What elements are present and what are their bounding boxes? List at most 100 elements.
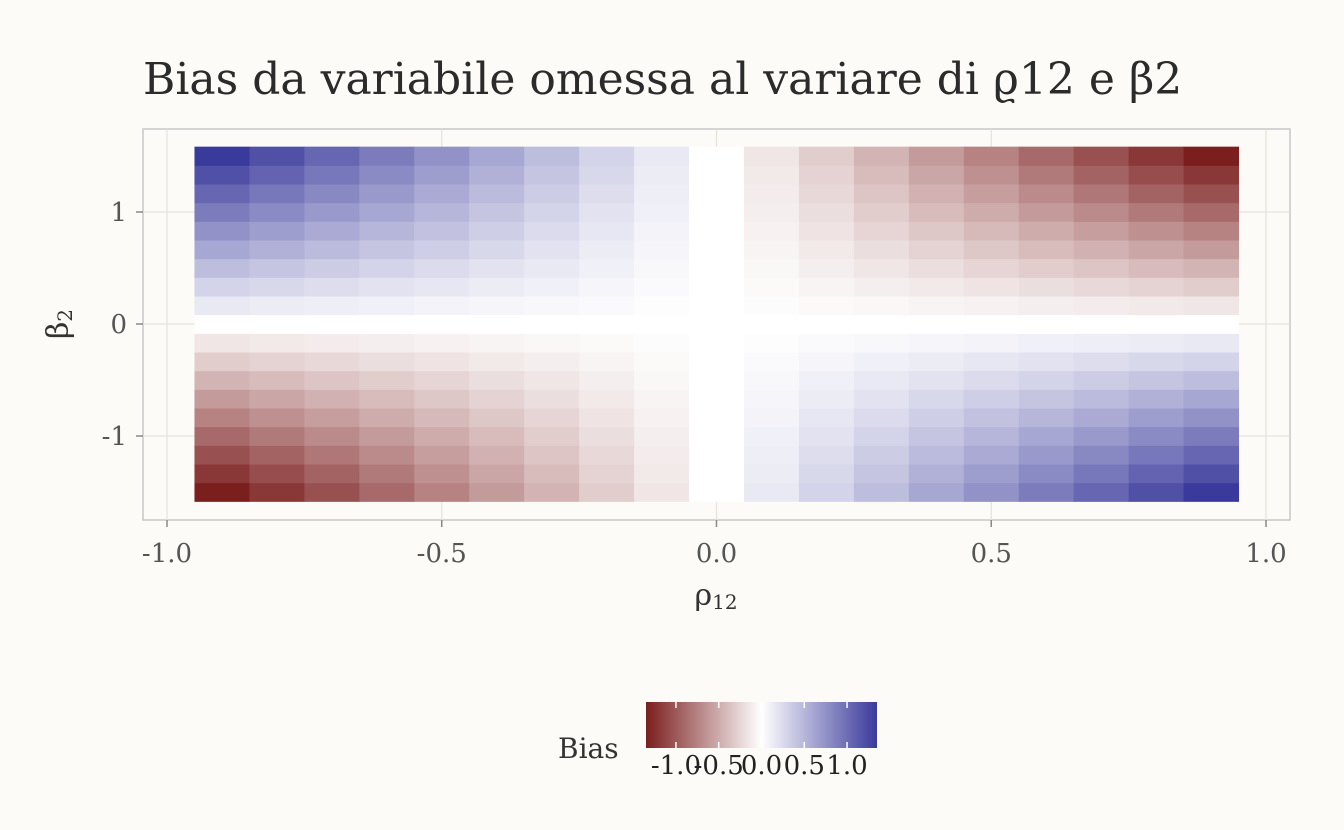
heatmap-cell — [1183, 445, 1240, 465]
heatmap-cell — [194, 333, 250, 353]
heatmap-cell — [1183, 165, 1240, 185]
heatmap-cell — [414, 240, 470, 260]
heatmap-cell — [579, 277, 635, 297]
heatmap-cell — [1128, 146, 1185, 166]
heatmap-cell — [249, 165, 305, 185]
heatmap-cell — [963, 165, 1020, 185]
heatmap-cell — [853, 408, 910, 428]
heatmap-cell — [194, 258, 250, 278]
heatmap-cell — [1128, 258, 1185, 278]
y-axis-label-main: β — [41, 322, 76, 339]
heatmap-cell — [359, 426, 415, 446]
heatmap-cell — [469, 296, 525, 316]
heatmap-cell — [194, 277, 250, 297]
heatmap-cell — [524, 240, 580, 260]
x-tick-label: 0.5 — [971, 539, 1012, 569]
heatmap-cell — [963, 408, 1020, 428]
heatmap-cell — [1018, 202, 1075, 222]
heatmap-cell — [524, 389, 580, 409]
heatmap-cell — [963, 240, 1020, 260]
heatmap-cell — [1128, 184, 1185, 204]
heatmap-cell — [249, 296, 305, 316]
heatmap-cell — [1018, 277, 1075, 297]
heatmap-cell — [1073, 165, 1130, 185]
heatmap-cell — [634, 333, 690, 353]
heatmap-cell — [194, 370, 250, 390]
heatmap-cell — [469, 426, 525, 446]
heatmap-cell — [798, 426, 855, 446]
heatmap-cell — [853, 389, 910, 409]
heatmap-cell — [853, 482, 910, 502]
x-tick-label: -1.0 — [142, 539, 192, 569]
heatmap-cell — [414, 352, 470, 372]
heatmap-cell — [634, 352, 690, 372]
heatmap-cell — [963, 146, 1020, 166]
heatmap-cell — [579, 333, 635, 353]
heatmap-cell — [743, 221, 800, 241]
heatmap-cell — [1183, 408, 1240, 428]
heatmap-cell — [249, 445, 305, 465]
heatmap-cell — [1183, 352, 1240, 372]
heatmap-cell — [194, 352, 250, 372]
heatmap-cell — [743, 333, 800, 353]
heatmap-cell — [304, 408, 360, 428]
heatmap-cell — [469, 333, 525, 353]
heatmap-cell — [1183, 426, 1240, 446]
heatmap-cell — [743, 165, 800, 185]
heatmap-cell — [359, 408, 415, 428]
heatmap-cell — [743, 352, 800, 372]
heatmap-cell — [798, 146, 855, 166]
heatmap-cell — [469, 464, 525, 484]
heatmap-cell — [304, 165, 360, 185]
heatmap-cell — [194, 184, 250, 204]
heatmap-cell — [743, 389, 800, 409]
heatmap-cell — [194, 389, 250, 409]
heatmap-cell — [524, 184, 580, 204]
heatmap-cell — [963, 482, 1020, 502]
heatmap-cell — [304, 426, 360, 446]
heatmap-cell — [689, 333, 745, 353]
heatmap-cell — [1018, 370, 1075, 390]
heatmap-cell — [1018, 314, 1075, 334]
heatmap-cell — [798, 464, 855, 484]
heatmap-cell — [689, 464, 745, 484]
heatmap-cell — [743, 370, 800, 390]
heatmap-cell — [853, 277, 910, 297]
heatmap-cell — [743, 296, 800, 316]
heatmap-cell — [414, 389, 470, 409]
heatmap-cell — [469, 370, 525, 390]
heatmap-cell — [1183, 333, 1240, 353]
heatmap-cell — [963, 370, 1020, 390]
heatmap-cell — [1018, 389, 1075, 409]
heatmap-cell — [414, 314, 470, 334]
heatmap-cell — [579, 221, 635, 241]
heatmap-cell — [524, 258, 580, 278]
heatmap-cell — [524, 296, 580, 316]
heatmap-cell — [853, 184, 910, 204]
heatmap-cell — [469, 389, 525, 409]
heatmap-cell — [1018, 445, 1075, 465]
heatmap-cell — [798, 370, 855, 390]
heatmap-cell — [194, 146, 250, 166]
heatmap-cell — [359, 389, 415, 409]
heatmap-cell — [469, 482, 525, 502]
heatmap-cell — [304, 146, 360, 166]
heatmap-cell — [304, 333, 360, 353]
heatmap-cell — [743, 202, 800, 222]
heatmap-cell — [1018, 296, 1075, 316]
heatmap-cell — [579, 184, 635, 204]
heatmap-cell — [194, 464, 250, 484]
heatmap-cell — [798, 333, 855, 353]
heatmap-cell — [524, 482, 580, 502]
heatmap-cell — [194, 445, 250, 465]
legend-tick-label: 1.0 — [826, 751, 867, 781]
heatmap-cell — [908, 333, 965, 353]
heatmap-cell — [743, 482, 800, 502]
heatmap-cell — [798, 408, 855, 428]
heatmap-cell — [579, 296, 635, 316]
heatmap-cell — [249, 146, 305, 166]
heatmap-cell — [1128, 165, 1185, 185]
heatmap-cell — [743, 240, 800, 260]
heatmap-cell — [359, 221, 415, 241]
heatmap-cell — [798, 314, 855, 334]
